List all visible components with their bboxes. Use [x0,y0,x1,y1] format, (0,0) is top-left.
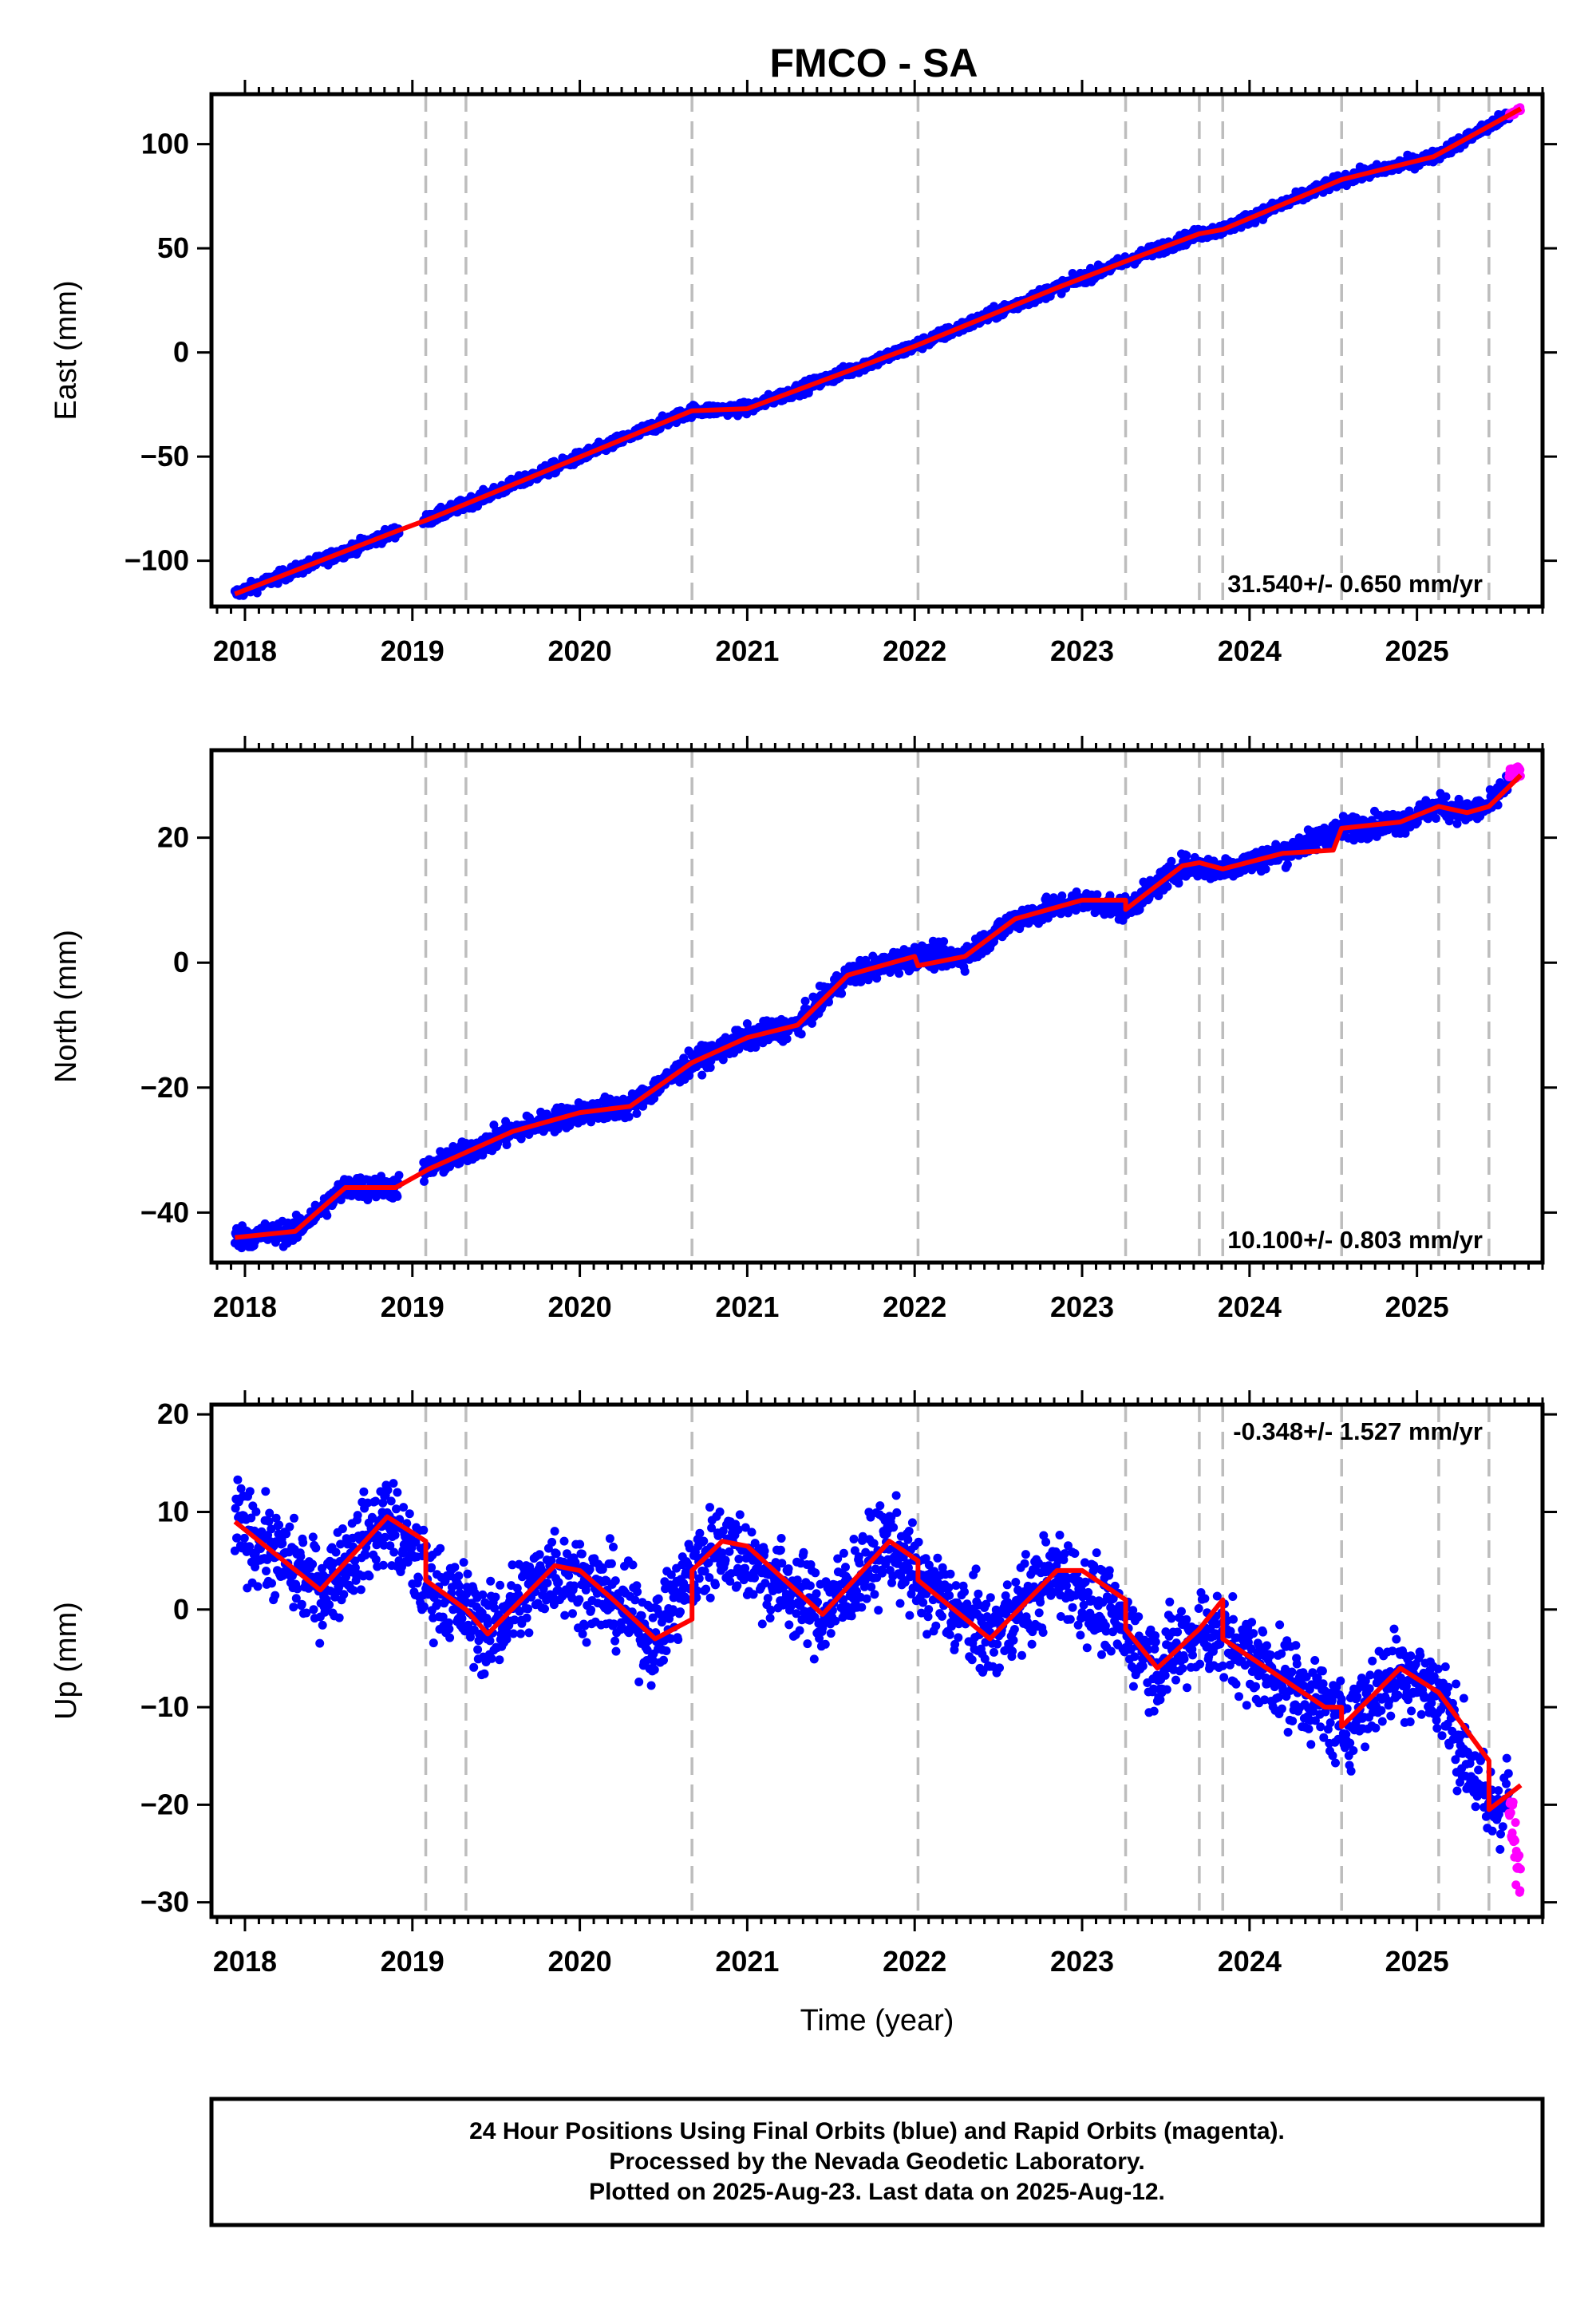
x-tick-label: 2021 [715,634,779,667]
x-tick-label: 2024 [1218,1290,1282,1323]
y-tick-label: −100 [124,544,189,577]
y-tick-label: −40 [140,1196,189,1228]
y-tick-label: 50 [157,231,189,264]
series-final-orbits [231,772,1514,1252]
velocity-annotation: 31.540+/- 0.650 mm/yr [1227,570,1483,598]
data-point [1432,814,1440,823]
x-tick-label: 2022 [883,634,946,667]
x-tick-label: 2018 [213,634,277,667]
y-tick-label: 0 [173,336,189,369]
data-point [1167,857,1175,866]
data-point [395,1171,404,1180]
x-tick-label: 2018 [213,1290,277,1323]
data-point [895,969,903,978]
panel-1: −100 −50 0 50 100 2018 2019 2020 2021 2022 2023 202… [49,80,1557,667]
data-point [1163,882,1172,891]
data-point [697,1071,706,1080]
x-tick-label: 2022 [883,1290,946,1323]
x-tick-label: 2021 [715,1290,779,1323]
data-point [322,1211,331,1220]
data-point [393,1192,401,1201]
data-point [939,937,948,946]
x-tick-label: 2024 [1218,634,1282,667]
data-area [231,94,1525,607]
data-point [1283,860,1292,869]
x-tick-label: 2023 [1050,1290,1114,1323]
data-point [961,967,970,976]
data-area [231,750,1525,1263]
data-point [625,1113,634,1121]
y-tick-label: 20 [157,821,189,854]
data-point [837,990,846,998]
data-point [801,997,810,1006]
x-tick-label: 2020 [548,1290,612,1323]
x-tick-label: 2025 [1385,634,1449,667]
y-tick-label: 0 [173,946,189,978]
y-tick-label: −50 [140,440,189,472]
x-tick-label: 2019 [381,634,444,667]
data-point [1262,865,1270,874]
y-tick-label: −20 [140,1071,189,1104]
data-point [783,1034,792,1043]
x-tick-label: 2023 [1050,634,1114,667]
data-point [1092,890,1101,899]
data-point [1442,792,1451,801]
x-tick-label: 2020 [548,634,612,667]
data-point [632,1109,641,1118]
y-tick-label: 100 [141,128,189,160]
data-point [797,1030,806,1038]
series-final-orbits [231,109,1514,600]
x-tick-label: 2019 [381,1290,444,1323]
y-axis-label: East (mm) [49,280,83,420]
chart-title: FMCO - SA [769,41,978,85]
data-point [503,1140,512,1149]
